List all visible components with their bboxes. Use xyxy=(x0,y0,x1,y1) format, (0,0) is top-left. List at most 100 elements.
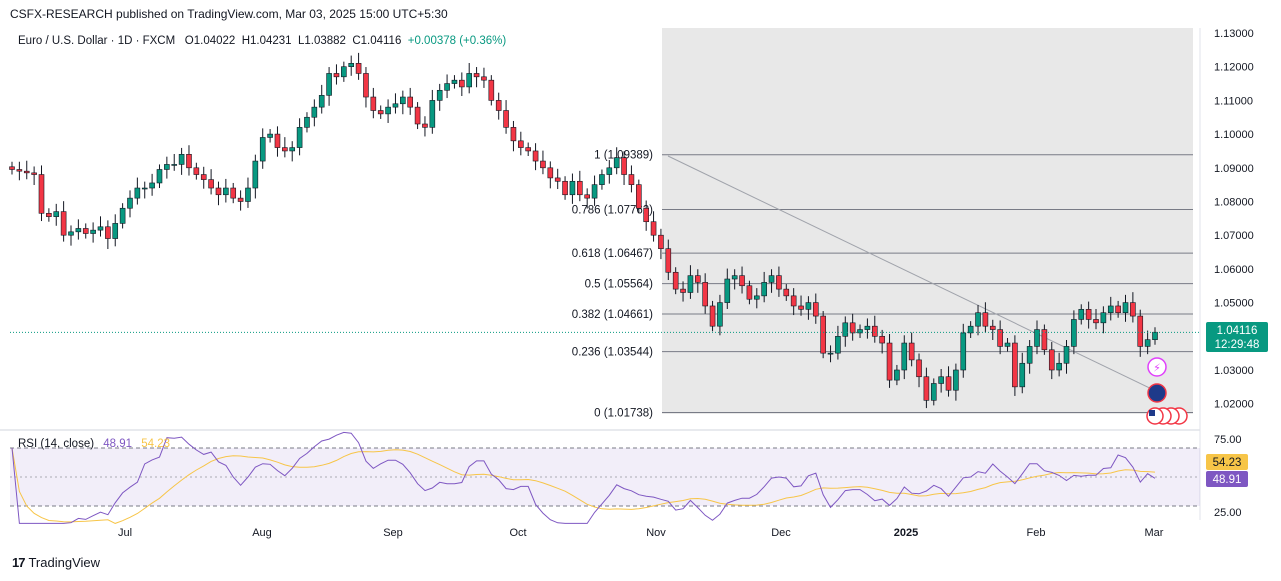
rsi-axis-75: 75.00 xyxy=(1214,434,1242,446)
candle-body xyxy=(672,271,679,290)
legend-close: C1.04116 xyxy=(352,35,402,47)
candle-body xyxy=(871,325,878,337)
candle-body xyxy=(363,73,369,98)
fib-level-label: 0.618 (1.06467) xyxy=(572,248,653,260)
candle-body xyxy=(768,275,775,283)
candle-body xyxy=(208,179,214,189)
candle-body xyxy=(717,302,723,327)
candle-body xyxy=(628,174,635,185)
event-icons[interactable]: ⚡ xyxy=(1146,357,1188,425)
candle-body xyxy=(370,96,377,111)
tradingview-footer[interactable]: 17 TradingView xyxy=(12,555,100,570)
candle-body xyxy=(178,154,185,165)
candle-body xyxy=(621,157,627,175)
candle-body xyxy=(186,154,192,169)
price-tick-label: 1.09000 xyxy=(1214,163,1254,175)
candle-body xyxy=(1137,315,1144,347)
time-tick-label: Feb xyxy=(1027,527,1046,539)
candle-body xyxy=(304,116,310,128)
candle-body xyxy=(348,63,355,67)
rsi-ma-value: 54.23 xyxy=(141,438,171,450)
candle-body xyxy=(451,79,458,84)
candle-body xyxy=(731,275,738,280)
candle-body xyxy=(1093,319,1099,324)
candle-body xyxy=(525,147,531,152)
fib-level-label: 0.382 (1.04661) xyxy=(572,309,653,321)
candle-body xyxy=(392,103,399,108)
candle-body xyxy=(665,248,672,273)
candle-body xyxy=(577,180,583,196)
candle-body xyxy=(459,79,465,88)
candle-body xyxy=(495,100,502,111)
candle-body xyxy=(436,89,443,101)
candle-body xyxy=(112,223,119,239)
candle-body xyxy=(385,106,391,115)
candle-body xyxy=(414,106,421,125)
candle-body xyxy=(827,352,834,355)
candle-body xyxy=(901,342,908,371)
candle-body xyxy=(798,305,804,310)
rsi-ma-badge: 54.23 xyxy=(1206,454,1248,470)
candle-body xyxy=(1122,302,1129,314)
price-tick-label: 1.10000 xyxy=(1214,129,1254,141)
rsi-ma-line xyxy=(11,447,1156,524)
candle-body xyxy=(444,83,450,91)
publisher-line: CSFX-RESEARCH published on TradingView.c… xyxy=(10,7,448,21)
candle-body xyxy=(724,278,731,303)
symbol-legend[interactable]: Euro / U.S. Dollar · 1D · FXCM O1.04022 … xyxy=(18,35,506,47)
candle-body xyxy=(945,376,952,391)
candle-body xyxy=(46,212,52,217)
candle-body xyxy=(429,100,436,128)
fib-level-label: 0.236 (1.03544) xyxy=(572,347,653,359)
candle-body xyxy=(857,329,863,334)
candle-body xyxy=(790,295,797,307)
time-tick-label: Mar xyxy=(1145,527,1164,539)
candle-body xyxy=(680,288,686,293)
fib-levels: 1 (1.09389)0.786 (1.07762)0.618 (1.06467… xyxy=(572,150,1193,420)
candle-body xyxy=(377,110,384,115)
candle-body xyxy=(835,335,841,354)
candle-body xyxy=(960,332,967,371)
candle-body xyxy=(997,329,1003,347)
candle-body xyxy=(341,66,347,78)
candle-body xyxy=(613,157,620,169)
candle-body xyxy=(1048,349,1055,371)
candle-body xyxy=(709,305,716,327)
rsi-legend[interactable]: RSI (14, close) 48.91 54.23 xyxy=(18,438,170,450)
price-tick-label: 1.13000 xyxy=(1214,28,1254,40)
candle-body xyxy=(510,127,517,142)
candle-body xyxy=(894,369,900,381)
price-tick-label: 1.02000 xyxy=(1214,399,1254,411)
symbol-name: Euro / U.S. Dollar · 1D · FXCM xyxy=(18,35,176,47)
candle-body xyxy=(1100,312,1107,324)
candle-body xyxy=(68,231,74,236)
time-tick-label: Oct xyxy=(509,527,526,539)
lightning-event-icon[interactable] xyxy=(1147,357,1167,377)
candle-body xyxy=(422,123,428,128)
rsi-lines xyxy=(11,431,1156,524)
candle-body xyxy=(569,180,576,196)
candle-body xyxy=(967,325,974,334)
current-price-badge: 1.04116 12:29:48 xyxy=(1206,322,1268,352)
legend-low: L1.03882 xyxy=(297,35,346,47)
candle-body xyxy=(702,282,708,307)
eu-flag-icon[interactable] xyxy=(1147,383,1167,403)
price-tick-label: 1.06000 xyxy=(1214,264,1254,276)
candle-body xyxy=(282,147,288,152)
price-tick-label: 1.07000 xyxy=(1214,230,1254,242)
candle-body xyxy=(97,226,104,231)
candle-body xyxy=(488,79,495,101)
candle-body xyxy=(812,302,819,317)
fib-level-label: 0.5 (1.05564) xyxy=(585,279,654,291)
rsi-label: RSI (14, close) xyxy=(18,438,95,450)
candle-body xyxy=(400,96,406,105)
candle-body xyxy=(1085,309,1092,320)
candle-body xyxy=(982,312,989,327)
candle-body xyxy=(267,133,273,138)
rsi-line xyxy=(11,431,1156,524)
candle-body xyxy=(650,221,657,236)
candle-body xyxy=(849,322,856,334)
candle-body xyxy=(230,187,237,199)
time-tick-label: Nov xyxy=(646,527,666,539)
